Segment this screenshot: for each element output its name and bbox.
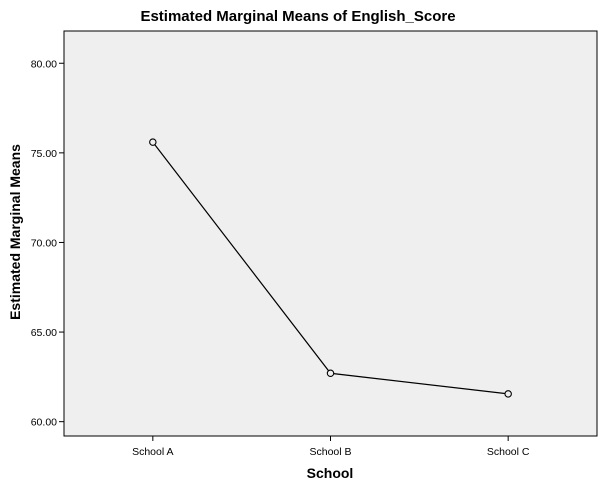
x-axis-label: School — [307, 465, 354, 481]
y-tick-label: 70.00 — [31, 237, 57, 249]
y-tick-label: 65.00 — [31, 327, 57, 339]
plot-area — [63, 30, 598, 437]
data-point — [149, 138, 157, 146]
data-point — [326, 369, 335, 378]
data-point — [504, 390, 512, 398]
y-tick-label: 75.00 — [31, 148, 57, 160]
x-tick-label: School C — [487, 446, 530, 458]
chart-title: Estimated Marginal Means of English_Scor… — [140, 8, 455, 25]
x-tick-label: School B — [309, 446, 351, 458]
y-axis-label: Estimated Marginal Means — [7, 144, 23, 320]
y-tick-label: 60.00 — [31, 417, 57, 429]
x-tick-label: School A — [132, 446, 173, 458]
y-tick-label: 80.00 — [31, 58, 57, 70]
